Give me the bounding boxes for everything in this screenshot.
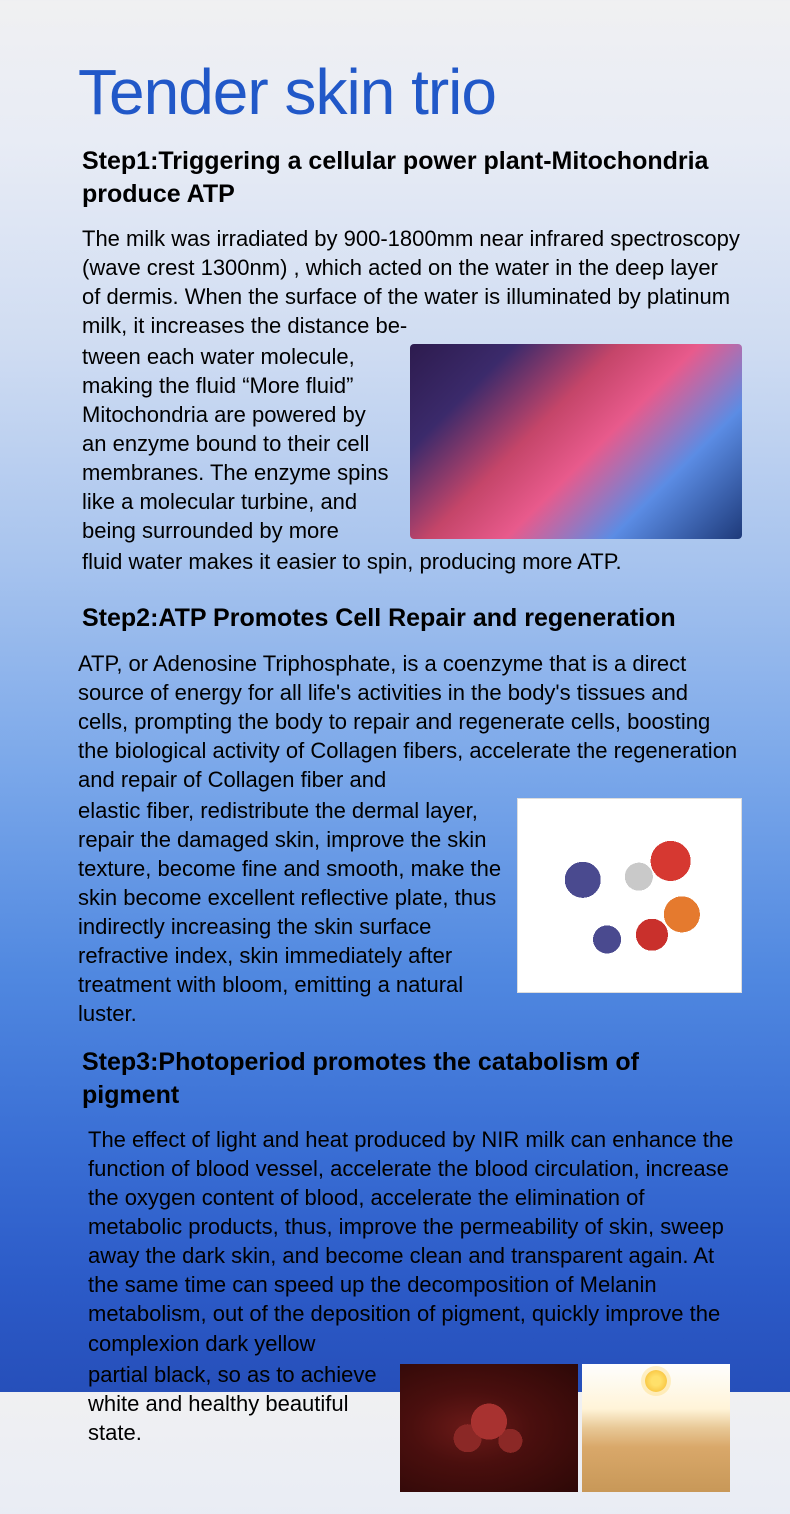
page-container: Tender skin trio Step1:Triggering a cell…	[0, 0, 790, 1514]
blood-cells-image	[400, 1364, 578, 1492]
step1-text-wrap: tween each water molecule, making the fl…	[78, 342, 742, 545]
step2-text-wrap-content: elastic fiber, redistribute the dermal l…	[78, 798, 501, 1026]
step1-text-wrap-content: tween each water molecule, making the fl…	[82, 344, 389, 543]
step2-text-wrap: elastic fiber, redistribute the dermal l…	[78, 796, 742, 1028]
mitochondria-image	[410, 344, 742, 539]
step3-text-wrap: partial black, so as to achieve white an…	[78, 1360, 742, 1494]
step3-text-intro: The effect of light and heat produced by…	[78, 1125, 742, 1357]
step1-text-intro: The milk was irradiated by 900-1800mm ne…	[78, 224, 742, 340]
step3-image-group	[400, 1364, 730, 1494]
page-title: Tender skin trio	[78, 55, 742, 129]
step2-text-intro: ATP, or Adenosine Triphosphate, is a coe…	[78, 649, 742, 794]
step3-text-wrap-content: partial black, so as to achieve white an…	[88, 1362, 377, 1445]
skin-sun-diagram-image	[582, 1364, 730, 1492]
step3-heading: Step3:Photoperiod promotes the catabolis…	[78, 1046, 742, 1111]
atp-molecule-image	[517, 798, 742, 993]
step2-heading: Step2:ATP Promotes Cell Repair and regen…	[78, 602, 742, 635]
step1-heading: Step1:Triggering a cellular power plant-…	[78, 145, 742, 210]
step1-text-after: fluid water makes it easier to spin, pro…	[78, 547, 742, 576]
